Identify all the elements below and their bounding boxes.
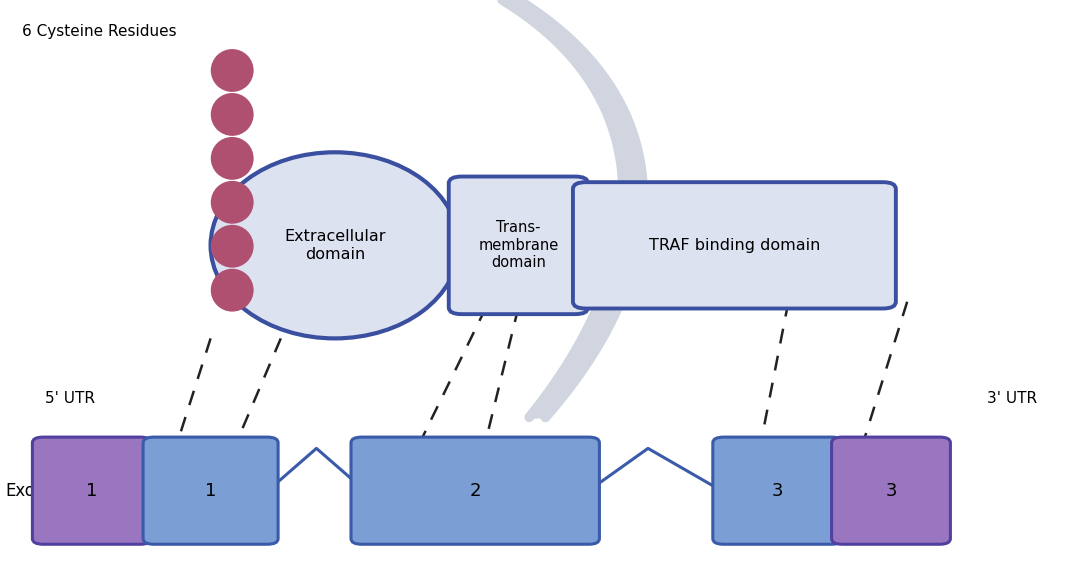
Ellipse shape bbox=[211, 268, 254, 311]
Text: 6 Cysteine Residues: 6 Cysteine Residues bbox=[22, 24, 176, 38]
Ellipse shape bbox=[211, 181, 254, 224]
Ellipse shape bbox=[211, 93, 254, 136]
Ellipse shape bbox=[211, 152, 459, 338]
Text: 5' UTR: 5' UTR bbox=[45, 391, 95, 406]
Text: 3: 3 bbox=[886, 482, 896, 500]
Text: 3' UTR: 3' UTR bbox=[987, 391, 1037, 406]
Text: TRAF binding domain: TRAF binding domain bbox=[649, 238, 820, 253]
FancyBboxPatch shape bbox=[832, 437, 950, 544]
FancyBboxPatch shape bbox=[351, 437, 599, 544]
Text: Trans-
membrane
domain: Trans- membrane domain bbox=[478, 221, 558, 270]
Ellipse shape bbox=[211, 225, 254, 268]
FancyBboxPatch shape bbox=[32, 437, 151, 544]
FancyBboxPatch shape bbox=[449, 177, 588, 314]
FancyBboxPatch shape bbox=[572, 182, 896, 309]
Text: 1: 1 bbox=[86, 482, 97, 500]
FancyBboxPatch shape bbox=[713, 437, 842, 544]
Text: Extracellular
domain: Extracellular domain bbox=[284, 229, 386, 262]
Text: Exons: Exons bbox=[5, 482, 54, 500]
Text: 3: 3 bbox=[772, 482, 783, 500]
Ellipse shape bbox=[211, 49, 254, 92]
Ellipse shape bbox=[211, 137, 254, 180]
Text: 2: 2 bbox=[470, 482, 481, 500]
Text: 1: 1 bbox=[205, 482, 216, 500]
FancyBboxPatch shape bbox=[143, 437, 279, 544]
